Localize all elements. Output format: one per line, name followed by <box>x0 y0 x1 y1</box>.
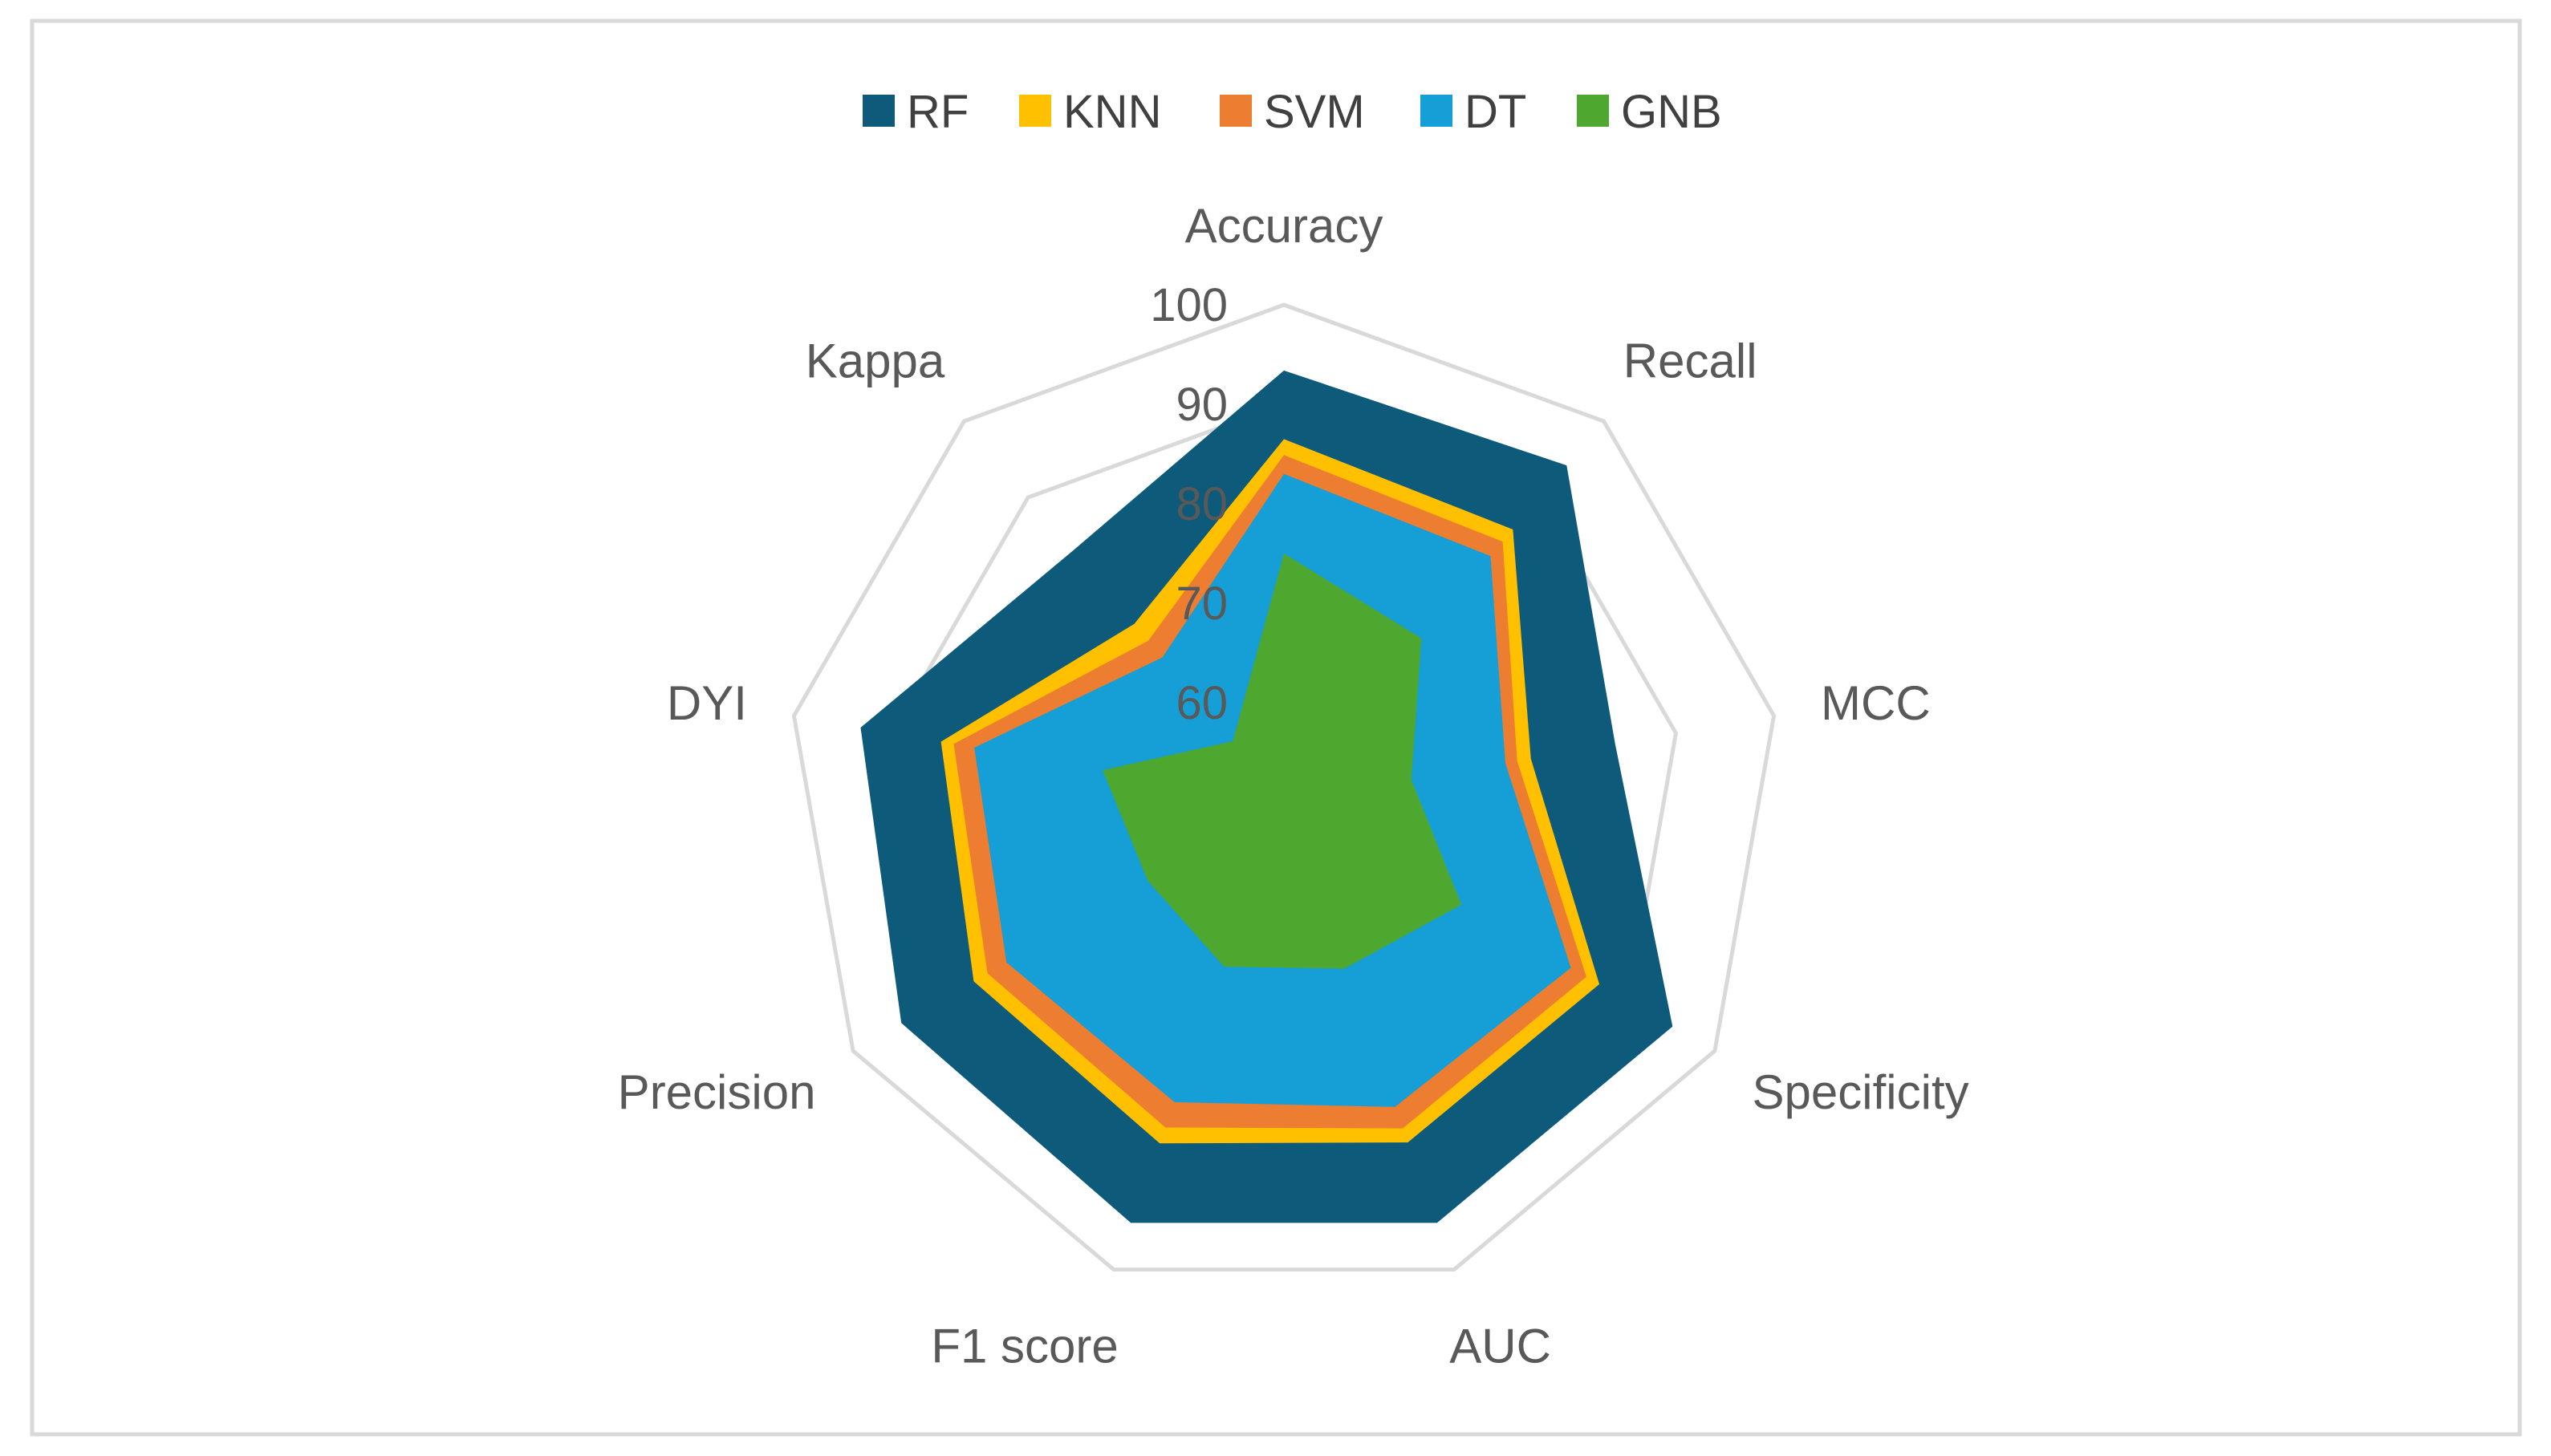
category-label-kappa: Kappa <box>806 334 945 387</box>
legend-swatch-gnb <box>1577 95 1609 127</box>
legend-swatch-rf <box>863 95 895 127</box>
tick-label-70: 70 <box>1176 578 1228 630</box>
radial-tick-labels: 60 70 80 90 100 <box>1150 279 1228 729</box>
legend-label-rf: RF <box>907 86 969 138</box>
tick-label-80: 80 <box>1176 478 1228 530</box>
series-area-gnb <box>1103 554 1462 969</box>
category-label-precision: Precision <box>618 1065 816 1119</box>
grid-ring-100 <box>791 302 1777 1272</box>
legend-swatch-dt <box>1420 95 1452 127</box>
category-label-recall: Recall <box>1623 334 1757 387</box>
legend-label-knn: KNN <box>1063 86 1161 138</box>
category-labels: Accuracy Recall MCC Specificity AUC F1 score P… <box>618 199 1969 1373</box>
legend-swatch-svm <box>1220 95 1252 127</box>
legend-label-dt: DT <box>1464 86 1526 138</box>
category-label-mcc: MCC <box>1821 676 1931 730</box>
category-label-accuracy: Accuracy <box>1185 199 1383 253</box>
series-areas <box>860 370 1673 1223</box>
tick-label-90: 90 <box>1176 379 1228 431</box>
category-label-auc: AUC <box>1449 1320 1551 1373</box>
category-label-f1-score: F1 score <box>931 1320 1118 1373</box>
category-label-dyi: DYI <box>667 676 747 730</box>
legend: RF KNN SVM DT GNB <box>863 86 1722 138</box>
tick-label-60: 60 <box>1176 677 1228 729</box>
legend-label-svm: SVM <box>1264 86 1365 138</box>
tick-label-100: 100 <box>1150 279 1228 331</box>
legend-swatch-knn <box>1019 95 1051 127</box>
legend-label-gnb: GNB <box>1621 86 1722 138</box>
category-label-specificity: Specificity <box>1753 1065 1969 1119</box>
